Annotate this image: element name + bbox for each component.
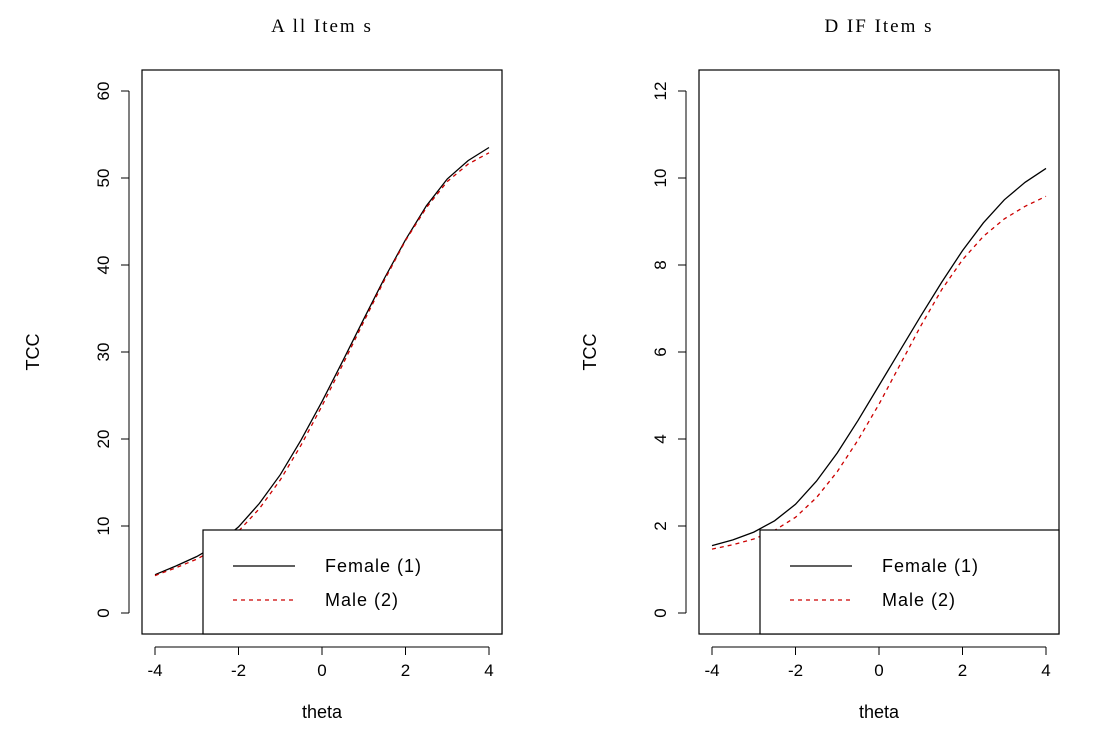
y-tick-label: 6 xyxy=(651,347,670,356)
x-tick-label: 2 xyxy=(958,661,967,680)
x-axis-label: theta xyxy=(302,702,343,722)
x-tick-label: 0 xyxy=(317,661,326,680)
y-tick-label: 2 xyxy=(651,521,670,530)
legend-label: Female (1) xyxy=(882,556,979,576)
legend-box xyxy=(759,529,1060,635)
x-tick-label: -2 xyxy=(231,661,246,680)
y-tick-label: 50 xyxy=(94,169,113,188)
legend-label: Male (2) xyxy=(325,590,399,610)
x-axis-label: theta xyxy=(859,702,900,722)
x-tick-label: -4 xyxy=(147,661,162,680)
chart-panel-2: D IF Item s -4 -2 0 2 4 0 2 4 6 8 10 12 theta TCC Femal… xyxy=(580,16,1060,722)
y-tick-label: 10 xyxy=(651,169,670,188)
y-tick-label: 0 xyxy=(94,608,113,617)
y-axis-label: TCC xyxy=(580,334,600,371)
y-tick-label: 8 xyxy=(651,260,670,269)
y-tick-label: 12 xyxy=(651,82,670,101)
chart-title: A ll Item s xyxy=(271,16,373,37)
x-tick-label: -4 xyxy=(704,661,719,680)
x-tick-label: 4 xyxy=(484,661,493,680)
y-axis-label: TCC xyxy=(23,334,43,371)
series-line-2 xyxy=(711,195,1047,550)
y-tick-label: 30 xyxy=(94,343,113,362)
legend-box xyxy=(202,529,503,635)
y-tick-label: 0 xyxy=(651,608,670,617)
y-tick-label: 10 xyxy=(94,517,113,536)
x-tick-label: 0 xyxy=(874,661,883,680)
x-tick-label: 2 xyxy=(401,661,410,680)
legend-label: Female (1) xyxy=(325,556,422,576)
y-tick-label: 60 xyxy=(94,82,113,101)
y-tick-label: 4 xyxy=(651,434,670,443)
x-tick-label: -2 xyxy=(788,661,803,680)
chart-panel-1: A ll Item s-4 -2 0 2 40102030405060thetaTCCF… xyxy=(23,16,503,722)
series-line-1 xyxy=(154,146,490,576)
series-line-2 xyxy=(154,152,490,577)
series-line-1 xyxy=(711,167,1047,547)
y-tick-label: 40 xyxy=(94,256,113,275)
chart-title: D IF Item s xyxy=(824,16,933,37)
x-tick-label: 4 xyxy=(1041,661,1050,680)
y-tick-label: 20 xyxy=(94,430,113,449)
legend-label: Male (2) xyxy=(882,590,956,610)
